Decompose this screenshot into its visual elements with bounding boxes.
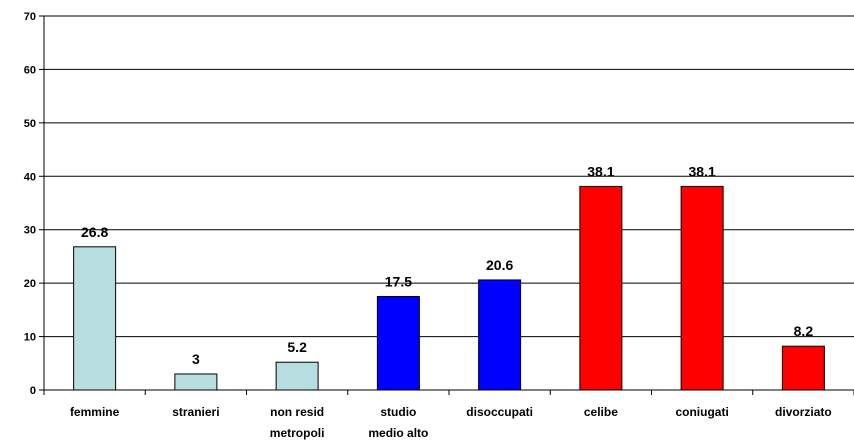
y-tick-label: 70 <box>24 11 36 23</box>
y-tick-label: 30 <box>24 225 36 237</box>
bar <box>478 279 522 391</box>
bar <box>579 185 623 391</box>
data-label: 26.8 <box>81 224 108 240</box>
data-label: 5.2 <box>287 339 307 355</box>
bars <box>73 185 825 391</box>
data-label: 17.5 <box>385 274 412 290</box>
data-label: 20.6 <box>486 257 513 273</box>
category-label: studio <box>380 405 416 419</box>
y-tick-label: 40 <box>24 171 36 183</box>
axes <box>39 15 854 395</box>
bar <box>73 246 117 391</box>
bar <box>376 296 420 391</box>
data-label: 38.1 <box>587 163 614 179</box>
data-label: 3 <box>192 351 200 367</box>
gridlines <box>44 15 854 338</box>
category-label: divorziato <box>775 405 832 419</box>
category-label: disoccupati <box>466 405 533 419</box>
category-label: coniugati <box>675 405 728 419</box>
data-label: 8.2 <box>794 323 814 339</box>
category-label: stranieri <box>172 405 219 419</box>
bar <box>781 345 825 391</box>
bar <box>680 185 724 391</box>
category-label: celibe <box>584 405 618 419</box>
y-tick-label: 10 <box>24 332 36 344</box>
y-tick-label: 50 <box>24 118 36 130</box>
labels: 0 10 20 30 40 50 60 70 26.8 femmine 3 stranieri 5.2 n… <box>24 11 832 440</box>
y-tick-label: 60 <box>24 64 36 76</box>
data-label: 38.1 <box>689 163 716 179</box>
category-label: non resid <box>270 405 324 419</box>
category-label: femmine <box>70 405 120 419</box>
bar <box>174 373 218 391</box>
category-label: metropoli <box>270 426 325 440</box>
y-tick-label: 20 <box>24 278 36 290</box>
category-label: medio alto <box>368 426 428 440</box>
y-tick-label: 0 <box>30 385 36 397</box>
bar <box>275 361 319 391</box>
